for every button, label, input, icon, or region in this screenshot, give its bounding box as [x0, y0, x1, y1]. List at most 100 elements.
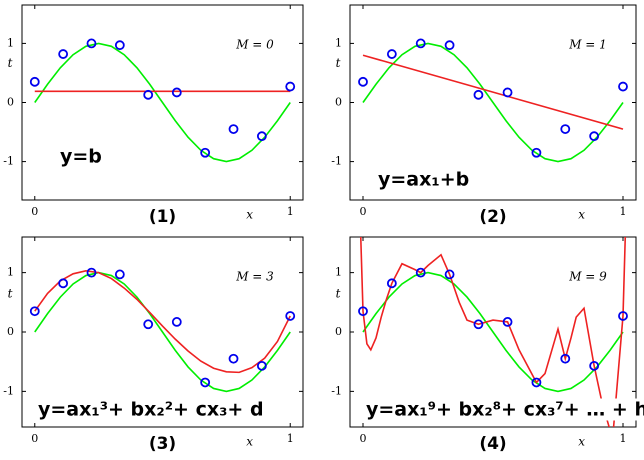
data-point — [415, 38, 426, 49]
formula-background — [35, 398, 267, 421]
data-point — [589, 131, 600, 142]
data-point — [58, 278, 69, 289]
curve — [34, 271, 291, 393]
data-point — [171, 317, 182, 327]
formula: y=ax₁³+ bx₂²+ cx₃+ d — [38, 399, 264, 421]
data-point — [589, 360, 600, 371]
y-axis-label: t — [8, 56, 13, 70]
y-tick-label: 0 — [335, 325, 342, 338]
plot-area — [358, 237, 628, 427]
x-axis-label: x — [578, 208, 585, 222]
panel: -1 0 1 0 1 x t M = 3 y=ax₁³+ bx₂²+ cx₃+ d (3) — [3, 236, 304, 454]
x-tick-label: 0 — [31, 432, 38, 445]
formula-background — [363, 398, 644, 421]
data-point — [502, 87, 513, 98]
data-point — [386, 278, 397, 289]
y-axis-label: t — [336, 56, 341, 70]
y-tick-label: 1 — [335, 36, 342, 49]
data-point — [200, 147, 211, 158]
curve — [359, 237, 627, 427]
x-tick-label: 0 — [360, 205, 367, 218]
y-tick-label: 1 — [7, 36, 14, 49]
panel: -1 0 1 0 1 x t M = 1 y=ax₁+b (2) — [331, 4, 637, 227]
data-point — [285, 81, 296, 92]
formula: y=ax₁+b — [378, 169, 469, 191]
data-point — [228, 124, 239, 134]
x-tick-label: 1 — [287, 432, 294, 445]
data-point — [171, 87, 182, 98]
y-tick-label: -1 — [3, 384, 14, 397]
x-axis-label: x — [246, 208, 253, 222]
curve — [362, 42, 624, 163]
data-point — [444, 40, 455, 51]
y-tick-label: -1 — [3, 155, 14, 168]
x-tick-label: 1 — [620, 432, 627, 445]
data-point — [386, 49, 397, 59]
x-axis-label: x — [246, 435, 253, 449]
caption: (4) — [479, 434, 506, 454]
y-tick-label: -1 — [331, 155, 342, 168]
data-point — [114, 40, 125, 51]
x-tick-label: 0 — [31, 205, 38, 218]
data-point — [58, 49, 69, 59]
data-point — [531, 147, 542, 158]
model-order: M = 9 — [568, 270, 607, 284]
y-tick-label: 0 — [7, 96, 14, 109]
model-order: M = 3 — [235, 270, 274, 284]
data-point — [618, 81, 628, 92]
data-point — [256, 360, 267, 371]
data-point — [358, 76, 368, 87]
data-point — [473, 89, 484, 100]
y-tick-label: 0 — [335, 96, 342, 109]
x-tick-label: 1 — [620, 205, 627, 218]
caption: (3) — [149, 434, 176, 454]
curve — [362, 54, 624, 130]
data-point — [560, 353, 571, 364]
y-axis-label: t — [8, 287, 13, 301]
data-point — [29, 306, 40, 317]
data-point — [143, 89, 154, 100]
data-point — [256, 131, 267, 142]
model-order: M = 0 — [235, 38, 274, 52]
data-point — [86, 38, 97, 49]
data-point — [86, 267, 97, 278]
data-point — [358, 306, 368, 317]
y-axis-label: t — [336, 287, 341, 301]
curve — [34, 42, 291, 163]
data-point — [415, 267, 426, 278]
data-point — [200, 377, 211, 388]
y-tick-label: 1 — [335, 266, 342, 279]
plot-area — [358, 38, 628, 163]
data-point — [531, 377, 542, 388]
formula-background — [57, 145, 105, 168]
y-tick-label: -1 — [331, 384, 342, 397]
y-tick-label: 0 — [7, 325, 14, 338]
curve — [362, 271, 624, 393]
plot-area — [29, 267, 296, 393]
data-point — [444, 269, 455, 280]
x-tick-label: 0 — [360, 432, 367, 445]
data-point — [502, 317, 513, 327]
formula: y=b — [60, 146, 102, 168]
data-point — [618, 311, 628, 321]
x-tick-label: 1 — [287, 205, 294, 218]
caption: (2) — [479, 207, 506, 227]
data-point — [560, 124, 571, 134]
formula: y=ax₁⁹+ bx₂⁸+ cx₃⁷+ … + h — [366, 399, 644, 421]
data-point — [473, 319, 484, 330]
panel: -1 0 1 0 1 x t M = 0 y=b (1) — [3, 4, 304, 227]
curve — [34, 270, 291, 374]
plot-area — [29, 38, 296, 163]
y-tick-label: 1 — [7, 266, 14, 279]
x-axis-label: x — [578, 435, 585, 449]
data-point — [143, 319, 154, 330]
data-point — [228, 353, 239, 364]
caption: (1) — [149, 207, 176, 227]
panel: -1 0 1 0 1 x t M = 9 y=ax₁⁹+ bx₂⁸+ cx₃⁷+ … + h (4… — [331, 236, 644, 454]
model-order: M = 1 — [568, 38, 607, 52]
data-point — [29, 76, 40, 87]
data-point — [114, 269, 125, 280]
data-point — [285, 311, 296, 321]
formula-background — [375, 168, 473, 191]
